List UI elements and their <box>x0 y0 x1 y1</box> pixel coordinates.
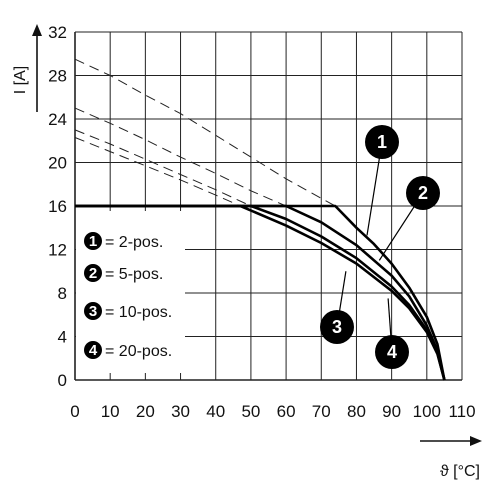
y-tick-label: 8 <box>58 284 67 303</box>
series-1-theoretical-line <box>74 58 336 207</box>
x-tick-label: 50 <box>241 402 260 421</box>
legend-badge-number: 1 <box>89 233 97 250</box>
legend-label: = 5-pos. <box>105 266 163 283</box>
series-layer <box>74 58 446 381</box>
y-tick-label: 0 <box>58 371 67 390</box>
callout-badge-icon <box>365 125 399 159</box>
legend-label: = 10-pos. <box>105 304 172 321</box>
callout-3: 3 <box>320 271 354 344</box>
legend: 1 = 2-pos. 2 = 5-pos. 3 = 10-pos. 4 = 20-pos. <box>76 211 185 373</box>
legend-entry-4: 4 = 20-pos. <box>84 341 172 360</box>
legend-badge-number: 4 <box>89 342 98 359</box>
callout-4: 4 <box>375 298 409 369</box>
x-tick-label: 110 <box>448 402 475 421</box>
x-tick-label: 90 <box>382 402 401 421</box>
callout-1: 1 <box>365 125 399 236</box>
x-tick-label: 80 <box>347 402 366 421</box>
callout-badge-icon <box>320 310 354 344</box>
x-tick-label: 20 <box>136 402 155 421</box>
y-axis-arrow-icon <box>32 24 42 112</box>
y-tick-label: 32 <box>48 23 67 42</box>
series-4-derating-line <box>75 204 446 381</box>
y-tick-label: 4 <box>58 328 67 347</box>
legend-badge-icon <box>84 264 102 282</box>
x-tick-label: 60 <box>277 402 296 421</box>
x-tick-label: 100 <box>413 402 441 421</box>
y-tick-label: 24 <box>48 110 67 129</box>
x-axis-arrow-icon <box>420 436 482 446</box>
y-tick-label: 20 <box>48 154 67 173</box>
legend-entry-1: 1 = 2-pos. <box>84 232 163 251</box>
legend-badge-number: 2 <box>89 265 97 282</box>
callout-2: 2 <box>378 176 440 261</box>
legend-badge-icon <box>84 302 102 320</box>
y-tick-label: 16 <box>48 197 67 216</box>
callout-badge-number: 3 <box>332 317 342 337</box>
series-2-theoretical-line <box>74 107 287 207</box>
legend-entry-3: 3 = 10-pos. <box>84 302 172 321</box>
series-3-theoretical-line <box>74 129 252 207</box>
callout-badge-icon <box>406 176 440 210</box>
callouts: 1 2 3 4 <box>320 125 440 369</box>
x-tick-label: 10 <box>101 402 120 421</box>
legend-label: = 2-pos. <box>105 234 163 251</box>
callout-badge-number: 4 <box>387 342 397 362</box>
callout-badge-number: 1 <box>377 132 387 152</box>
callout-badge-icon <box>375 335 409 369</box>
x-axis-title: ϑ [°C] <box>440 463 480 480</box>
x-tick-label: 40 <box>206 402 225 421</box>
x-tick-label: 30 <box>171 402 190 421</box>
legend-label: = 20-pos. <box>105 343 172 360</box>
y-tick-label: 12 <box>48 241 67 260</box>
legend-entry-2: 2 = 5-pos. <box>84 264 163 283</box>
y-tick-label: 28 <box>48 67 67 86</box>
callout-badge-number: 2 <box>418 183 428 203</box>
x-tick-label: 70 <box>312 402 331 421</box>
x-tick-label: 0 <box>70 402 79 421</box>
series-1-derating-line <box>75 204 446 381</box>
y-axis-title: I [A] <box>12 66 29 94</box>
legend-badge-number: 3 <box>89 303 97 320</box>
legend-badge-icon <box>84 232 102 250</box>
legend-badge-icon <box>84 341 102 359</box>
